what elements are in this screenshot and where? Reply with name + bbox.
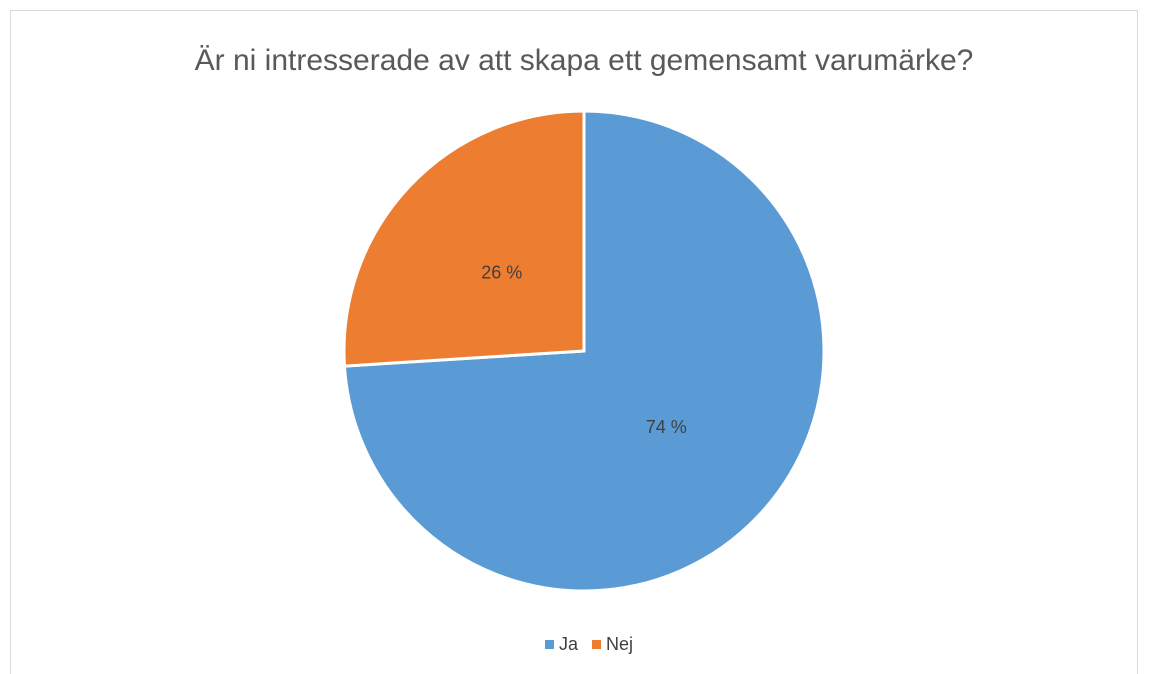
legend-swatch: [545, 640, 554, 649]
pie-slice: [342, 109, 586, 368]
data-label: 26 %: [481, 263, 522, 283]
legend-swatch: [592, 640, 602, 649]
chart-title: Är ni intresserade av att skapa ett geme…: [195, 44, 974, 77]
data-label: 74 %: [646, 417, 687, 437]
legend-label: Nej: [606, 634, 633, 654]
legend-label: Ja: [559, 634, 579, 654]
